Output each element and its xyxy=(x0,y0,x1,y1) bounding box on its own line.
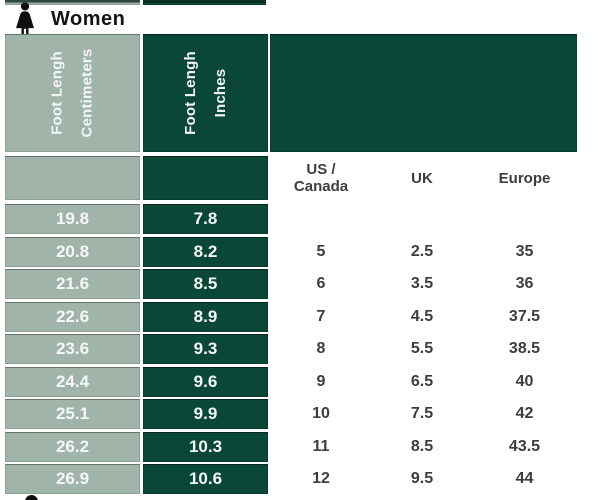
cell-uk: 6.5 xyxy=(410,372,434,390)
cell-us: 9 xyxy=(316,372,326,390)
cell-inches: 10.3 xyxy=(143,431,268,462)
previous-table-strip-cm xyxy=(5,0,140,5)
header-merged-block xyxy=(270,34,577,152)
cell-inches: 10.6 xyxy=(143,464,268,494)
cell-cm: 21.6 xyxy=(5,269,140,299)
header-cell-inches: Foot Lengh Inches xyxy=(143,34,268,152)
cell-us: 6 xyxy=(316,275,326,292)
cell-europe: 44 xyxy=(515,470,534,487)
column-header-us-canada: US / Canada xyxy=(293,161,349,195)
section-title: Women xyxy=(51,7,126,30)
table-row: 26.9 10.6 12 9.5 44 xyxy=(0,464,600,494)
table-row: 22.6 8.9 7 4.5 37.5 xyxy=(0,301,600,332)
next-section-icon-head xyxy=(25,495,38,500)
cell-europe: 40 xyxy=(515,372,534,390)
header2-cell-inches-empty xyxy=(143,156,268,200)
cell-uk xyxy=(372,204,472,234)
cell-uk: 2.5 xyxy=(410,242,434,260)
column-header-europe: Europe xyxy=(498,169,551,187)
cell-us: 12 xyxy=(312,470,330,487)
cell-europe: 37.5 xyxy=(508,307,541,325)
cell-europe: 42 xyxy=(515,405,534,422)
table-row: 20.8 8.2 5 2.5 35 xyxy=(0,236,600,267)
table-row: 26.2 10.3 11 8.5 43.5 xyxy=(0,431,600,462)
cell-cm: 19.8 xyxy=(5,204,140,234)
cell-uk: 4.5 xyxy=(410,307,434,325)
cell-uk: 8.5 xyxy=(410,437,434,455)
column-header-uk: UK xyxy=(411,169,433,187)
header-cell-centimeters: Foot Lengh Centimeters xyxy=(5,34,140,152)
cell-inches: 9.9 xyxy=(143,399,268,429)
cell-europe: 38.5 xyxy=(508,340,541,357)
cell-inches: 8.9 xyxy=(143,301,268,332)
cell-cm: 20.8 xyxy=(5,236,140,267)
section-heading: Women xyxy=(10,1,125,37)
cell-cm: 26.2 xyxy=(5,431,140,462)
cell-uk: 3.5 xyxy=(410,275,434,292)
cell-uk: 7.5 xyxy=(410,405,434,422)
cell-inches: 8.5 xyxy=(143,269,268,299)
table-row: 21.6 8.5 6 3.5 36 xyxy=(0,269,600,299)
cell-uk: 9.5 xyxy=(410,470,434,487)
cell-us: 10 xyxy=(312,405,330,422)
header2-cell-cm-empty xyxy=(5,156,140,200)
cell-cm: 23.6 xyxy=(5,334,140,364)
table-row: 23.6 9.3 8 5.5 38.5 xyxy=(0,334,600,364)
woman-icon xyxy=(10,2,40,36)
table-body: 19.8 7.8 20.8 8.2 5 2.5 35 21.6 8.5 6 3.5 36 22.6… xyxy=(0,204,600,494)
table-row: 25.1 9.9 10 7.5 42 xyxy=(0,399,600,429)
cell-europe: 36 xyxy=(515,275,534,292)
cell-inches: 9.6 xyxy=(143,366,268,397)
cell-us: 11 xyxy=(312,437,330,455)
cell-europe: 43.5 xyxy=(508,437,541,455)
cell-us: 7 xyxy=(316,307,326,325)
previous-table-strip-inches xyxy=(143,0,266,5)
cell-cm: 26.9 xyxy=(5,464,140,494)
header-label-inches: Foot Lengh Inches xyxy=(181,51,229,135)
cell-cm: 25.1 xyxy=(5,399,140,429)
cell-europe: 35 xyxy=(515,242,534,260)
cell-uk: 5.5 xyxy=(410,340,434,357)
cell-us: 8 xyxy=(316,340,326,357)
cell-inches: 8.2 xyxy=(143,236,268,267)
cell-cm: 22.6 xyxy=(5,301,140,332)
cell-europe xyxy=(472,204,577,234)
cell-cm: 24.4 xyxy=(5,366,140,397)
table-row: 24.4 9.6 9 6.5 40 xyxy=(0,366,600,397)
cell-inches: 7.8 xyxy=(143,204,268,234)
table-row: 19.8 7.8 xyxy=(0,204,600,234)
cell-us xyxy=(270,204,372,234)
cell-us: 5 xyxy=(316,242,326,260)
header-label-centimeters: Foot Lengh Centimeters xyxy=(48,48,96,138)
cell-inches: 9.3 xyxy=(143,334,268,364)
